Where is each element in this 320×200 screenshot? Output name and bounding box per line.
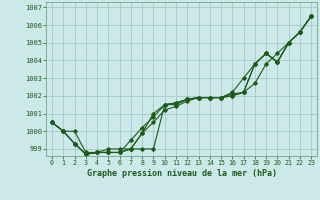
X-axis label: Graphe pression niveau de la mer (hPa): Graphe pression niveau de la mer (hPa)	[87, 169, 276, 178]
